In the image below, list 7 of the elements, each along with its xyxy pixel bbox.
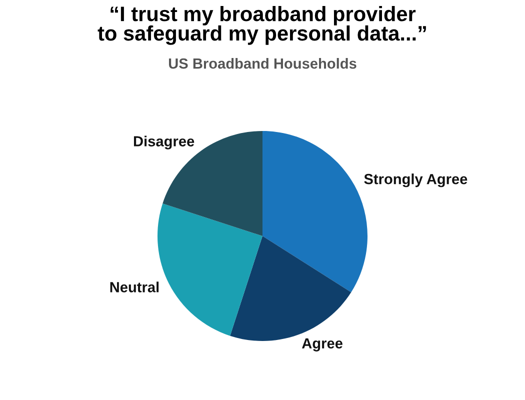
chart-subtitle: US Broadband Households: [168, 58, 356, 69]
pie-slice: [158, 204, 262, 336]
slice-label: Neutral: [110, 282, 159, 292]
slice-label: Disagree: [134, 136, 194, 150]
slice-label: Strongly Agree: [364, 174, 468, 188]
slice-label: Agree: [302, 338, 342, 352]
chart-title: “I trust my broadband provider to safeguard my personal data...”: [98, 6, 426, 45]
